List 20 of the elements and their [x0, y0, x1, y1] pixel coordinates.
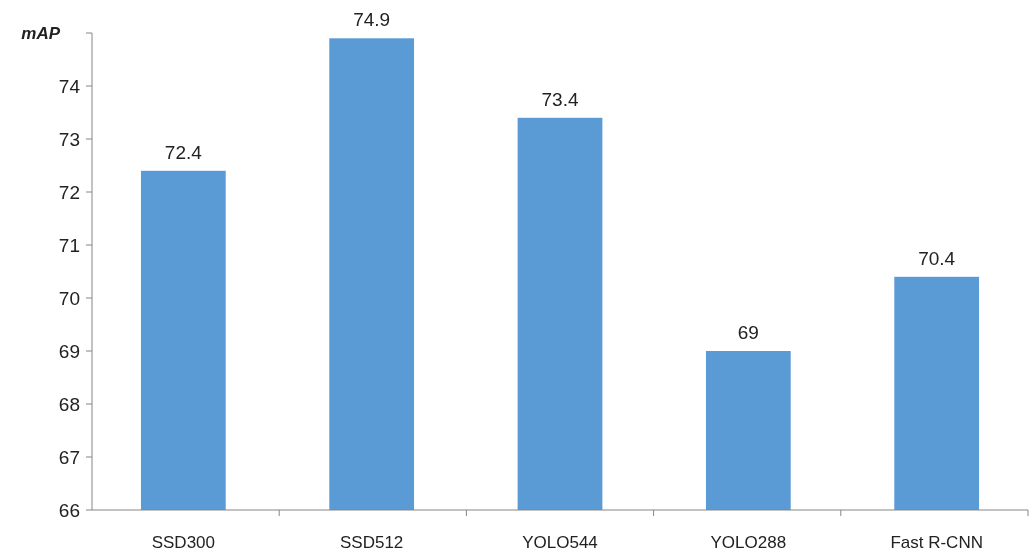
y-tick-label: 66	[58, 499, 80, 521]
data-label: 70.4	[918, 247, 956, 269]
y-axis-title: mAP	[21, 24, 61, 43]
x-tick-label: YOLO544	[522, 533, 598, 552]
data-label: 69	[737, 322, 759, 343]
x-tick-label: YOLO288	[710, 533, 787, 552]
y-tick-label: 68	[58, 393, 80, 415]
data-label: 74.9	[353, 9, 391, 31]
y-tick-label: 74	[58, 75, 81, 97]
data-label: 73.4	[541, 88, 579, 110]
y-tick-label: 73	[58, 128, 80, 150]
y-tick-label: 69	[58, 340, 80, 362]
x-tick-label: Fast R-CNN	[890, 533, 983, 552]
y-tick-label: 70	[58, 287, 80, 309]
x-tick-label: SSD300	[151, 533, 215, 552]
y-tick-label: 71	[58, 234, 80, 256]
x-tick-label: SSD512	[340, 533, 404, 552]
data-label: 72.4	[164, 141, 203, 163]
y-tick-label: 72	[58, 181, 80, 203]
y-tick-label: 67	[58, 446, 80, 468]
